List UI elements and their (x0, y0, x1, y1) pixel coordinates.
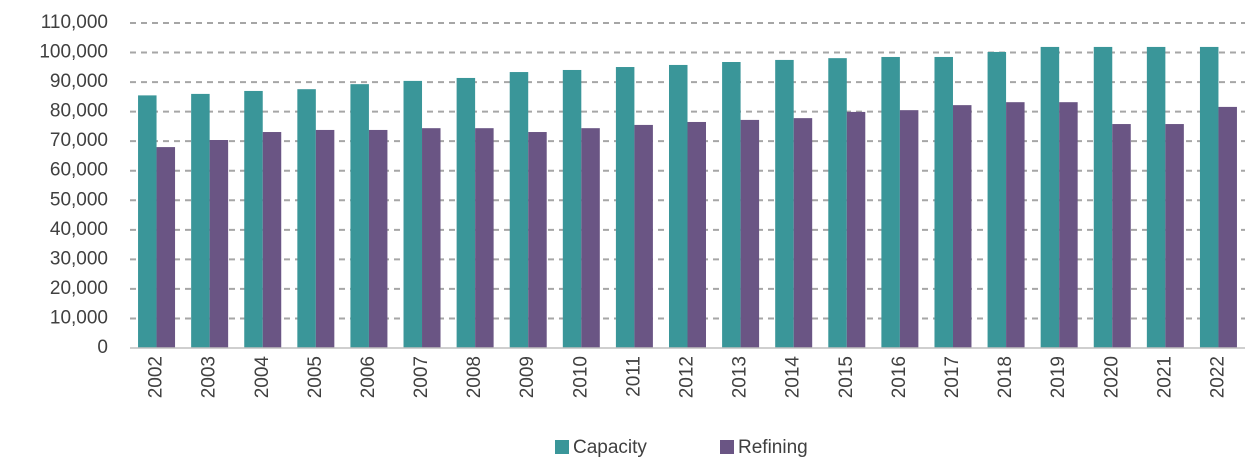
legend-swatch (720, 440, 734, 454)
x-tick-label: 2006 (358, 356, 379, 398)
bar (634, 124, 653, 348)
bar (562, 69, 582, 349)
bar (209, 140, 229, 348)
bar (1199, 46, 1219, 348)
bar (403, 80, 423, 348)
x-tick-label: 2021 (1154, 356, 1175, 398)
x-tick-label: 2002 (146, 356, 167, 398)
x-tick-label: 2018 (995, 356, 1016, 398)
bar (846, 111, 866, 348)
legend-label: Refining (738, 437, 808, 458)
y-tick-label: 0 (97, 337, 108, 358)
y-tick-label: 30,000 (50, 248, 108, 269)
bar (156, 147, 176, 348)
x-tick-label: 2022 (1207, 356, 1228, 398)
y-tick-label: 110,000 (41, 12, 108, 33)
y-tick-label: 60,000 (50, 160, 108, 181)
x-tick-label: 2008 (464, 356, 485, 398)
bar (1093, 46, 1113, 348)
bar (528, 132, 547, 348)
y-tick-label: 100,000 (39, 42, 108, 63)
x-tick-label: 2011 (623, 356, 644, 397)
x-tick-label: 2009 (517, 356, 538, 398)
bar (687, 121, 706, 349)
legend-label: Capacity (573, 437, 647, 458)
bar (509, 72, 529, 348)
bar (422, 128, 441, 348)
bar (297, 89, 316, 348)
y-tick-label: 40,000 (50, 219, 108, 240)
bar (262, 132, 282, 348)
bar (1040, 46, 1060, 348)
bar (793, 118, 813, 349)
x-tick-label: 2007 (411, 356, 432, 398)
bar (581, 128, 600, 348)
bar (615, 67, 635, 348)
x-tick-label: 2014 (783, 356, 804, 399)
bar (191, 93, 210, 348)
y-tick-label: 70,000 (50, 130, 108, 151)
bar (987, 51, 1007, 349)
bar (669, 64, 688, 349)
bar (1165, 124, 1184, 348)
y-tick-label: 50,000 (50, 189, 108, 210)
y-tick-label: 90,000 (50, 71, 108, 92)
bar (722, 62, 741, 348)
bar (952, 105, 972, 349)
legend-swatch (555, 440, 569, 454)
x-tick-label: 2012 (677, 356, 698, 398)
bar (828, 58, 847, 349)
bar (1146, 46, 1166, 348)
x-tick-label: 2005 (305, 356, 326, 398)
bar (881, 56, 900, 349)
x-tick-label: 2010 (570, 356, 591, 398)
x-tick-label: 2016 (889, 356, 910, 398)
bar (1112, 124, 1131, 348)
bar (368, 129, 388, 348)
y-tick-label: 10,000 (50, 307, 108, 328)
bar (456, 77, 476, 349)
bar (934, 56, 953, 349)
x-tick-label: 2003 (199, 356, 220, 398)
bar (740, 119, 760, 348)
bar (899, 110, 919, 348)
bar (138, 95, 157, 349)
bar (775, 59, 794, 348)
bar (350, 84, 369, 348)
y-tick-label: 80,000 (50, 101, 108, 122)
bar (1218, 106, 1237, 348)
y-tick-label: 20,000 (50, 278, 108, 299)
x-tick-label: 2017 (942, 356, 963, 398)
x-tick-label: 2004 (252, 356, 273, 399)
bar (1006, 102, 1025, 348)
x-tick-label: 2019 (1048, 356, 1069, 398)
x-tick-label: 2015 (836, 356, 857, 398)
bar (475, 128, 494, 348)
x-tick-label: 2020 (1101, 356, 1122, 398)
x-tick-label: 2013 (730, 356, 751, 398)
bar (315, 129, 335, 348)
bar (244, 90, 263, 349)
bar (1059, 102, 1078, 348)
